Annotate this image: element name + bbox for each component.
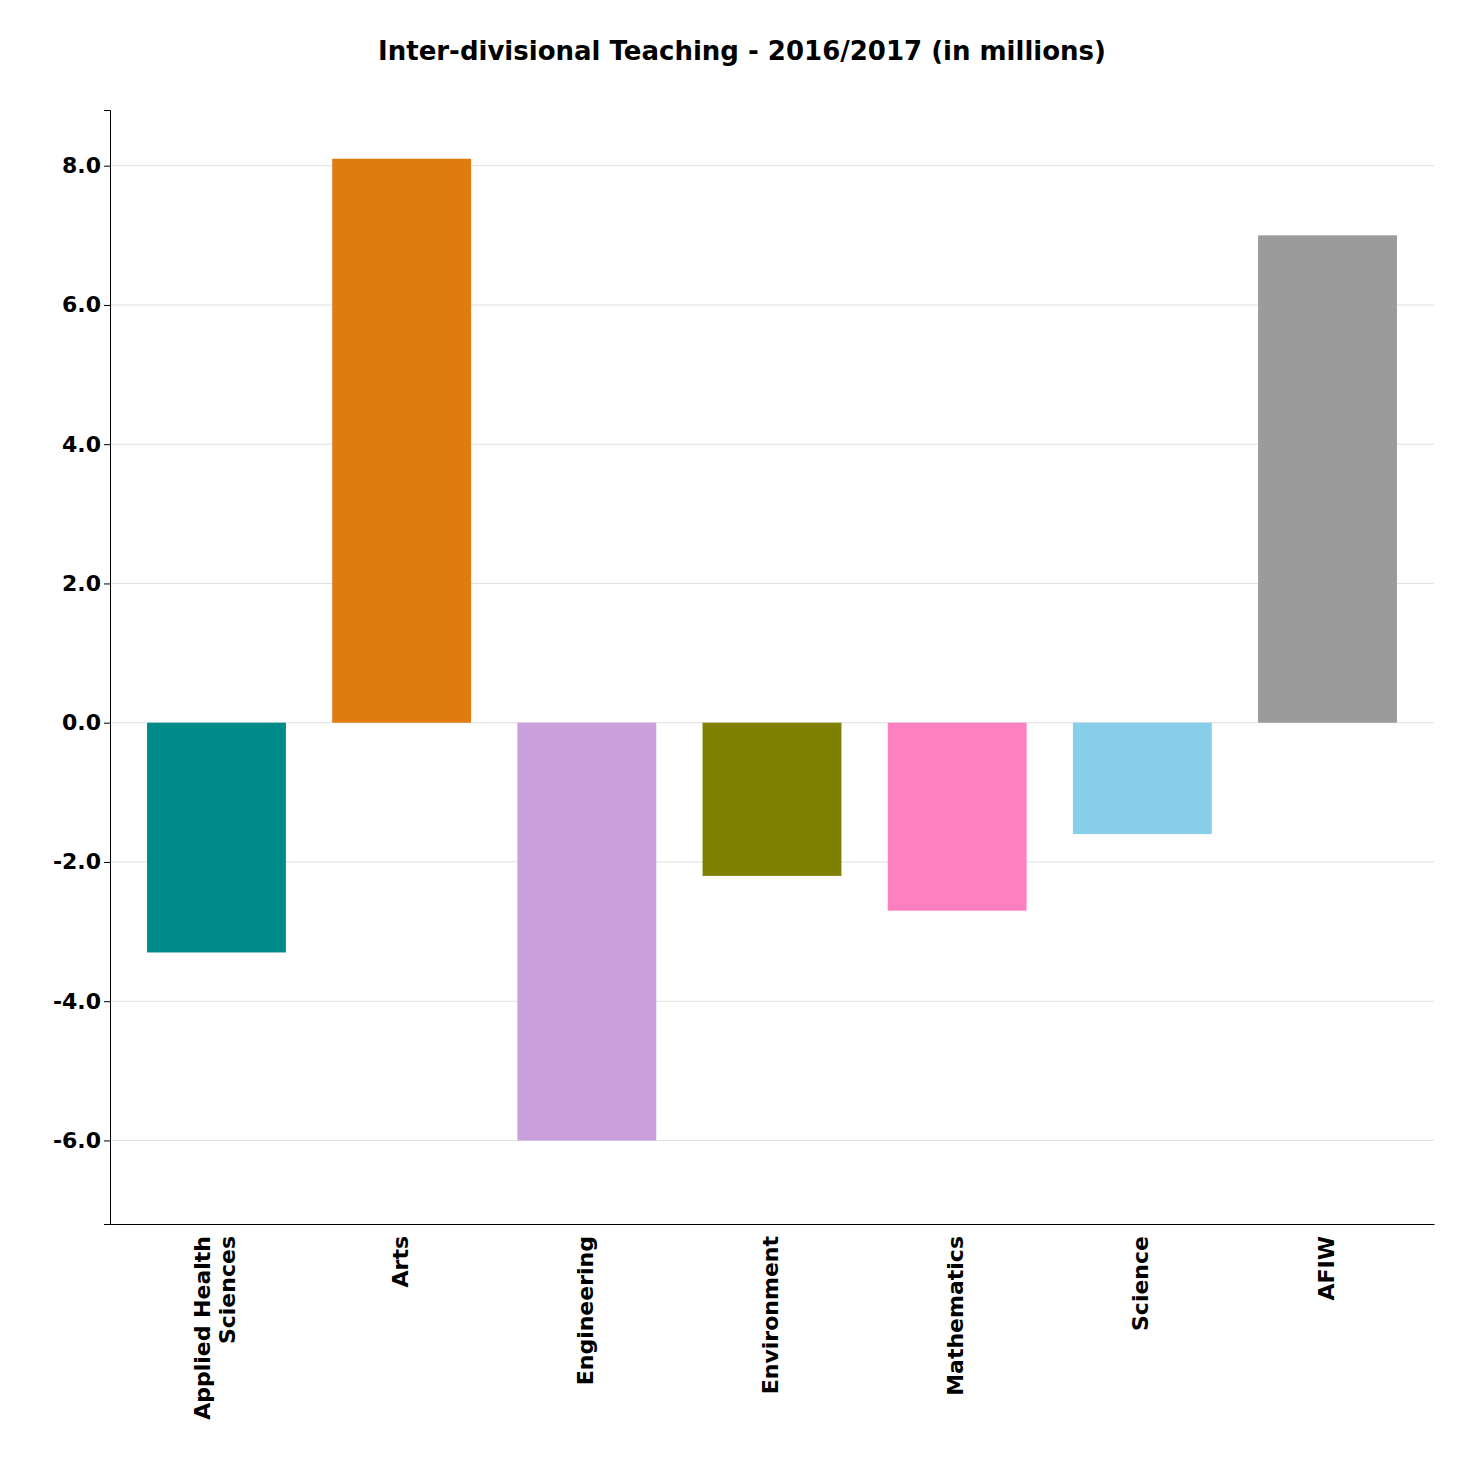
- grid: [110, 166, 1434, 1141]
- x-tick-label-line: Engineering: [573, 1236, 598, 1385]
- y-tick-label: -2.0: [53, 849, 101, 874]
- grid-line: [110, 1140, 1434, 1141]
- x-tick-label-line: Arts: [388, 1236, 413, 1288]
- y-tick: 2.0: [62, 571, 110, 596]
- x-axis: Applied HealthSciences Arts Engineering Env…: [111, 1224, 1435, 1420]
- bar: [888, 723, 1027, 911]
- y-tick-label: 6.0: [62, 292, 101, 317]
- y-tick-mark: [104, 862, 110, 863]
- grid-line: [110, 444, 1434, 445]
- y-tick: -6.0: [53, 1128, 110, 1153]
- x-tick: Environment: [758, 1224, 783, 1394]
- y-tick-label: 4.0: [62, 432, 101, 457]
- x-tick: Mathematics: [943, 1224, 968, 1396]
- grid-line: [110, 1001, 1434, 1002]
- x-tick-label: Engineering: [573, 1236, 598, 1385]
- y-tick-label: 2.0: [62, 571, 101, 596]
- y-tick-label: 0.0: [62, 710, 101, 735]
- x-tick-label-line: AFIW: [1314, 1236, 1339, 1301]
- grid-line: [110, 583, 1434, 584]
- bars: [147, 159, 1397, 1141]
- y-tick-mark: [104, 583, 110, 584]
- x-tick-label: Science: [1128, 1236, 1153, 1331]
- y-tick-mark: [104, 723, 110, 724]
- y-tick: -4.0: [53, 989, 110, 1014]
- y-tick-mark: [104, 1001, 110, 1002]
- y-tick-mark: [104, 444, 110, 445]
- y-tick-label: 8.0: [62, 153, 101, 178]
- y-tick: 6.0: [62, 292, 110, 317]
- plot: -6.0 -4.0 -2.0 0.0 2.0 4.0 6.0 8.0 Applied Healt…: [53, 111, 1435, 1420]
- bar: [703, 723, 842, 876]
- x-tick-label: Mathematics: [943, 1236, 968, 1396]
- x-tick-label: Environment: [758, 1236, 783, 1395]
- y-tick: 4.0: [62, 432, 110, 457]
- bar: [1073, 723, 1212, 834]
- grid-line: [110, 304, 1434, 305]
- grid-line: [110, 165, 1434, 166]
- x-tick-label-line: Mathematics: [943, 1236, 968, 1396]
- y-tick-mark: [104, 1140, 110, 1141]
- bar: [1258, 235, 1397, 722]
- x-tick: Engineering: [573, 1224, 598, 1385]
- x-tick-label: AFIW: [1314, 1236, 1339, 1301]
- y-tick-mark: [104, 166, 110, 167]
- y-axis-line: [104, 111, 111, 1225]
- x-tick: Arts: [388, 1224, 413, 1288]
- x-tick-label-line: Applied Health: [190, 1236, 215, 1420]
- chart: Inter-divisional Teaching - 2016/2017 (i…: [0, 0, 1484, 1484]
- y-tick: 0.0: [62, 710, 110, 735]
- bar: [517, 723, 656, 1141]
- y-tick-mark: [104, 305, 110, 306]
- bar: [332, 159, 471, 723]
- x-axis-line: [111, 1224, 1435, 1225]
- x-tick-label: Applied HealthSciences: [190, 1236, 240, 1420]
- x-tick-label-line: Sciences: [215, 1236, 240, 1344]
- y-tick-label: -6.0: [53, 1128, 101, 1153]
- x-tick: Science: [1128, 1224, 1153, 1331]
- y-tick-label: -4.0: [53, 989, 101, 1014]
- title: Inter-divisional Teaching - 2016/2017 (i…: [378, 36, 1106, 66]
- x-tick-label-line: Environment: [758, 1236, 783, 1395]
- y-tick: 8.0: [62, 153, 110, 178]
- bar: [147, 723, 286, 953]
- x-tick: AFIW: [1314, 1224, 1339, 1301]
- x-tick-label: Arts: [388, 1236, 413, 1288]
- y-tick: -2.0: [53, 849, 110, 874]
- x-tick: Applied HealthSciences: [190, 1224, 240, 1420]
- y-axis: -6.0 -4.0 -2.0 0.0 2.0 4.0 6.0 8.0: [53, 111, 111, 1225]
- x-tick-label-line: Science: [1128, 1236, 1153, 1331]
